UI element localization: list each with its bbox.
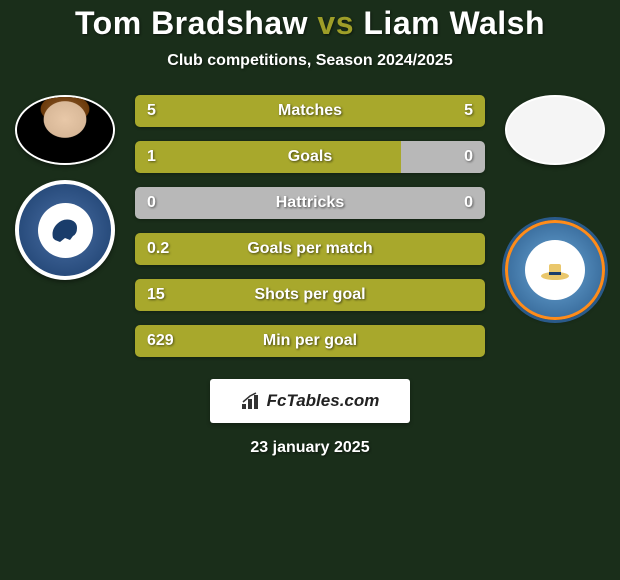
player1-name: Tom Bradshaw bbox=[75, 5, 308, 41]
player2-name: Liam Walsh bbox=[363, 5, 545, 41]
player2-club-crest bbox=[505, 220, 605, 320]
stat-row: 55Matches bbox=[135, 95, 485, 127]
stat-row: 0.2Goals per match bbox=[135, 233, 485, 265]
stat-row: 629Min per goal bbox=[135, 325, 485, 357]
date-line: 23 january 2025 bbox=[0, 439, 620, 457]
stat-left-segment: 0.2 bbox=[135, 233, 473, 265]
lion-icon bbox=[38, 203, 93, 258]
stat-right-segment: 0 bbox=[310, 187, 485, 219]
branding-text: FcTables.com bbox=[267, 391, 380, 411]
stat-right-segment bbox=[473, 233, 485, 265]
right-column bbox=[500, 95, 610, 320]
stat-row: 00Hattricks bbox=[135, 187, 485, 219]
subtitle: Club competitions, Season 2024/2025 bbox=[0, 52, 620, 70]
stat-left-segment: 15 bbox=[135, 279, 473, 311]
stat-right-segment: 5 bbox=[310, 95, 485, 127]
main-area: 55Matches 10Goals 00Hattricks 0.2Goals per … bbox=[0, 95, 620, 357]
stat-right-segment: 0 bbox=[401, 141, 485, 173]
stat-row: 10Goals bbox=[135, 141, 485, 173]
player-face-icon bbox=[17, 95, 113, 165]
stat-left-segment: 1 bbox=[135, 141, 401, 173]
branding-badge: FcTables.com bbox=[210, 379, 410, 423]
vs-separator: vs bbox=[317, 5, 354, 41]
stat-right-segment bbox=[473, 325, 485, 357]
player2-avatar bbox=[505, 95, 605, 165]
page-title: Tom Bradshaw vs Liam Walsh bbox=[0, 5, 620, 42]
chart-icon bbox=[241, 392, 263, 410]
stat-left-segment: 629 bbox=[135, 325, 473, 357]
player1-club-crest bbox=[15, 180, 115, 280]
stat-row: 15Shots per goal bbox=[135, 279, 485, 311]
stat-left-segment: 5 bbox=[135, 95, 310, 127]
player1-avatar bbox=[15, 95, 115, 165]
stat-bars: 55Matches 10Goals 00Hattricks 0.2Goals per … bbox=[135, 95, 485, 357]
stat-right-segment bbox=[473, 279, 485, 311]
left-column bbox=[10, 95, 120, 280]
stat-left-segment: 0 bbox=[135, 187, 310, 219]
hat-icon bbox=[525, 240, 585, 300]
comparison-card: Tom Bradshaw vs Liam Walsh Club competit… bbox=[0, 0, 620, 580]
